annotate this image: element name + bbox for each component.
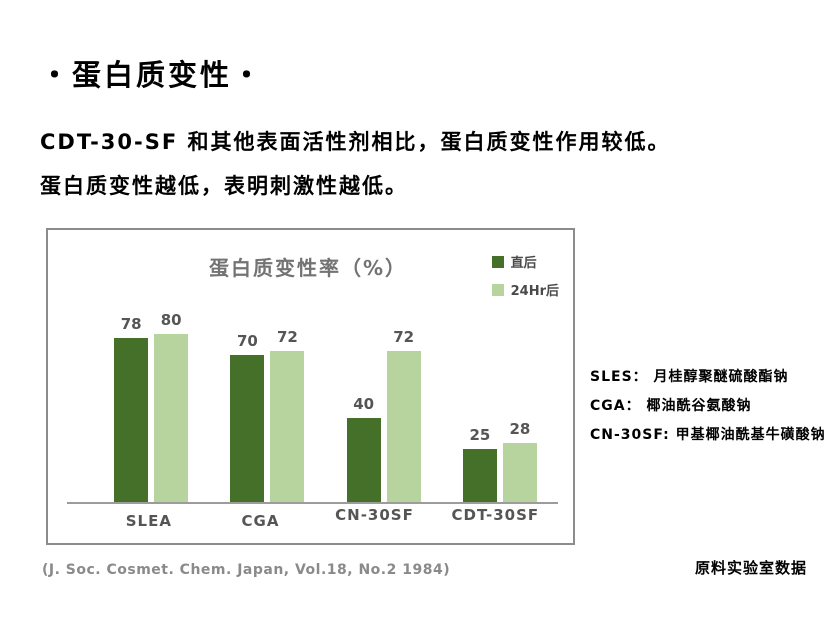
bar-column: 72 [270, 328, 305, 502]
bar-column: 78 [114, 315, 149, 502]
page-title: ・蛋白质变性・ [40, 58, 265, 92]
bar-column: 80 [154, 311, 189, 502]
bar-value-label: 40 [353, 395, 375, 413]
annotation-line: CGA： 椰油酰谷氨酸钠 [590, 398, 752, 414]
annotation-line: CN-30SF: 甲基椰油酰基牛磺酸钠 [590, 427, 826, 443]
category-label: CDT-30SF [451, 506, 540, 524]
chart-title: 蛋白质变性率（%） [208, 256, 408, 280]
bar-value-label: 25 [469, 426, 491, 444]
bar-column: 25 [462, 426, 497, 502]
source-citation: (J. Soc. Cosmet. Chem. Japan, Vol.18, No… [42, 562, 451, 578]
bar [502, 443, 537, 502]
bar-value-label: 70 [236, 332, 258, 350]
chart-panel: 蛋白质变性率（%） 直后 24Hr后 78 80 70 72 40 72 25 28 SLEA C… [46, 228, 575, 545]
bar [346, 418, 381, 502]
legend-label: 直后 [510, 256, 537, 271]
bar-column: 40 [346, 395, 381, 502]
bar [270, 351, 305, 502]
bar-group: 25 28 [462, 420, 537, 502]
bar-value-label: 72 [276, 328, 298, 346]
bar [386, 351, 421, 502]
bar-column: 28 [502, 420, 537, 502]
bar-value-label: 28 [509, 420, 531, 438]
legend-item: 直后 [491, 252, 559, 271]
bar [154, 334, 189, 502]
category-label: SLEA [125, 512, 172, 530]
bar [114, 338, 149, 502]
legend-label: 24Hr后 [510, 284, 559, 299]
bar [462, 449, 497, 502]
legend-item: 24Hr后 [491, 280, 559, 299]
chart-legend: 直后 24Hr后 [491, 252, 559, 299]
bar-value-label: 72 [393, 328, 415, 346]
plot-area: 78 80 70 72 40 72 25 28 [67, 230, 558, 504]
bar-groups: 78 80 70 72 40 72 25 28 [67, 262, 558, 502]
abbreviation-notes: SLES： 月桂醇聚醚硫酸酯钠 CGA： 椰油酰谷氨酸钠 CN-30SF: 甲基椰油… [590, 366, 826, 444]
legend-swatch [491, 283, 504, 296]
legend-swatch [491, 255, 504, 268]
bar-group: 70 72 [230, 328, 305, 502]
category-label: CN-30SF [335, 506, 414, 524]
bar-group: 40 72 [346, 328, 421, 502]
bar-value-label: 80 [160, 311, 182, 329]
annotation-line: SLES： 月桂醇聚醚硫酸酯钠 [590, 369, 789, 385]
bar-value-label: 78 [120, 315, 142, 333]
bar-group: 78 80 [114, 311, 189, 502]
category-labels: SLEA CGA CN-30SF CDT-30SF [67, 506, 558, 530]
footer-note: 原料实验室数据 [694, 559, 807, 577]
category-label: CGA [241, 512, 280, 530]
bar-column: 70 [230, 332, 265, 502]
body-text-line-1: CDT-30-SF 和其他表面活性剂相比，蛋白质变性作用较低。 [40, 130, 671, 154]
bar-column: 72 [386, 328, 421, 502]
bar [230, 355, 265, 502]
body-text-line-2: 蛋白质变性越低，表明刺激性越低。 [40, 174, 408, 198]
